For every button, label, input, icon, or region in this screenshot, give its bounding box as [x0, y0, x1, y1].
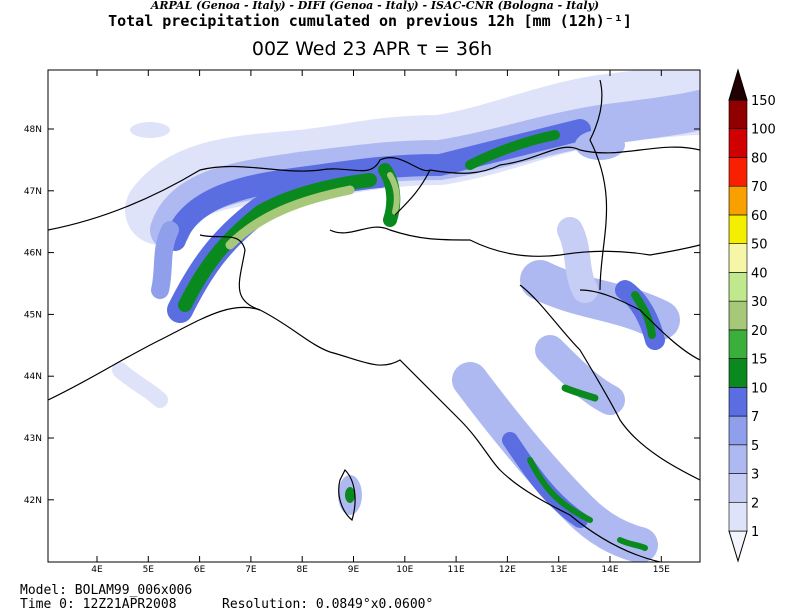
- colorbar-label: 5: [751, 439, 759, 454]
- colorbar-cap-low: [728, 530, 748, 563]
- colorbar-label: 20: [751, 324, 768, 339]
- colorbar-segment: [728, 329, 748, 359]
- lon-label: 15E: [653, 565, 670, 575]
- colorbar-label: 7: [751, 410, 759, 425]
- colorbar-segment: [728, 157, 748, 187]
- lon-label: 14E: [601, 565, 618, 575]
- colorbar-segment: [728, 214, 748, 244]
- institutions: ARPAL (Genoa - Italy) - DIFI (Genoa - It…: [150, 0, 599, 12]
- colorbar-label: 60: [751, 209, 768, 224]
- colorbar-label: 150: [751, 94, 776, 109]
- colorbar-segment: [728, 185, 748, 216]
- colorbar-label: 30: [751, 295, 768, 310]
- colorbar-label: 2: [751, 496, 759, 511]
- colorbar-label: 15: [751, 353, 768, 368]
- lat-label: 42N: [24, 496, 42, 506]
- colorbar-label: 70: [751, 180, 768, 195]
- footer-resolution: Resolution: 0.0849°x0.0600°: [222, 597, 433, 612]
- map: 4E 5E 6E 7E 8E 9E 10E 11E 12E 13E 14E 15E 48N 47N 46N 4…: [24, 69, 701, 575]
- colorbar-label: 40: [751, 266, 768, 281]
- lat-label: 44N: [24, 372, 42, 382]
- lon-label: 10E: [396, 565, 413, 575]
- colorbar-segment: [728, 415, 748, 446]
- colorbar-segment: [728, 501, 748, 532]
- colorbar-label: 3: [751, 468, 759, 483]
- lon-label: 9E: [348, 565, 360, 575]
- footer-time: Time 0: 12Z21APR2008: [20, 597, 177, 612]
- colorbar-segment: [728, 444, 748, 474]
- colorbar-label: 100: [751, 123, 776, 138]
- lon-label: 12E: [499, 565, 516, 575]
- precip-field: [112, 70, 700, 562]
- colorbar-segment: [728, 387, 748, 417]
- map-frame: [47, 69, 701, 563]
- lon-label: 5E: [143, 565, 155, 575]
- lon-label: 6E: [194, 565, 206, 575]
- coastlines: [48, 79, 700, 562]
- colorbar-segment: [728, 272, 748, 302]
- colorbar-segment: [728, 358, 748, 388]
- subtitle: 00Z Wed 23 APR τ = 36h: [252, 38, 492, 60]
- lon-label: 8E: [296, 565, 308, 575]
- colorbar-cap-high: [728, 68, 748, 101]
- colorbar-label: 50: [751, 238, 768, 253]
- lat-label: 46N: [24, 249, 42, 259]
- lon-label: 7E: [245, 565, 257, 575]
- colorbar-label: 10: [751, 381, 768, 396]
- lon-label: 13E: [550, 565, 567, 575]
- colorbar-label: 80: [751, 151, 768, 166]
- colorbar-segment: [728, 300, 748, 331]
- lat-label: 47N: [24, 187, 42, 197]
- lon-label: 4E: [91, 565, 103, 575]
- lat-label: 45N: [24, 310, 42, 320]
- title: Total precipitation cumulated on previou…: [108, 12, 632, 30]
- lon-label: 11E: [448, 565, 465, 575]
- colorbar-label: 1: [751, 525, 759, 540]
- colorbar-segment: [728, 99, 748, 130]
- colorbar: 1 2 3 5 7 10 15 20 30 40 50 60 70 80 100 150: [728, 68, 776, 563]
- colorbar-segment: [728, 243, 748, 273]
- colorbar-segment: [728, 473, 748, 503]
- footer-model: Model: BOLAM99_006x006: [20, 583, 192, 598]
- lat-label: 43N: [24, 434, 42, 444]
- lat-label: 48N: [24, 125, 42, 135]
- colorbar-segment: [728, 128, 748, 158]
